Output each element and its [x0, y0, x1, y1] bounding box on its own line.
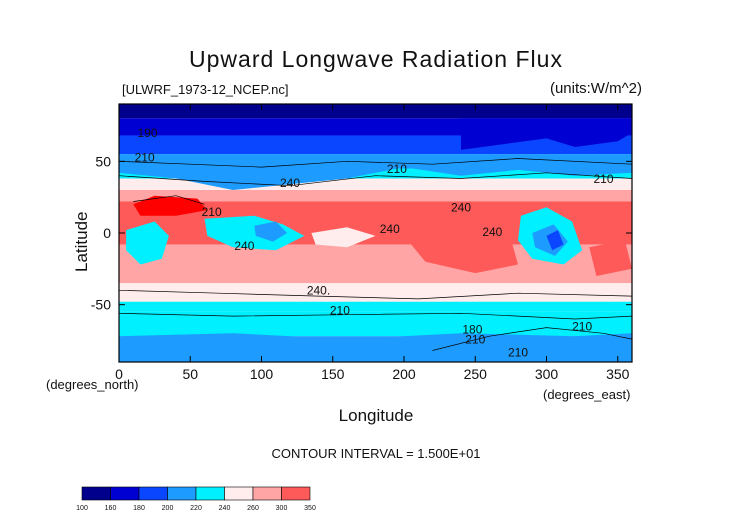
x-axis-unit: (degrees_east) [543, 387, 631, 402]
contour-label-11: 210 [330, 304, 350, 318]
x-tick-label-350: 350 [606, 366, 630, 382]
colorbar-label-200: 200 [162, 505, 174, 512]
y-axis-title: Latitude [72, 211, 91, 273]
contour-label-13: 210 [572, 319, 592, 333]
x-tick-label-0: 0 [115, 366, 123, 382]
colorbar-label-300: 300 [276, 505, 288, 512]
field-north-200 [119, 154, 632, 190]
contour-label-9: 240 [482, 225, 502, 239]
colorbar-swatch-220 [195, 486, 225, 501]
x-tick-label-300: 300 [535, 366, 559, 382]
lat-band-5 [119, 178, 632, 190]
x-axis-title: Longitude [338, 406, 414, 425]
contour-line-hot [133, 195, 205, 205]
field-hot-sahara [133, 195, 208, 216]
colorbar-label-180: 180 [133, 505, 145, 512]
x-tick-label-150: 150 [321, 366, 345, 382]
x-tick-label-250: 250 [464, 366, 488, 382]
colorbar-swatch-180 [138, 486, 168, 501]
y-tick-label--50: -50 [91, 297, 111, 313]
y-tick-label-50: 50 [95, 153, 111, 169]
colorbar-label-160: 160 [105, 505, 117, 512]
field-colder-indian [254, 221, 288, 242]
contour-line-s240 [119, 289, 632, 300]
contour-label-2: 190 [137, 126, 157, 140]
lat-band-9 [119, 264, 632, 284]
x-tick-label-200: 200 [392, 366, 416, 382]
heatmap-field [119, 104, 632, 362]
chart-title: Upward Longwave Radiation Flux [189, 46, 563, 72]
colorbar-label-100: 100 [76, 505, 88, 512]
lat-band-6 [119, 190, 632, 202]
colorbar-label-220: 220 [190, 505, 202, 512]
x-tick-label-50: 50 [182, 366, 198, 382]
lat-band-12 [119, 311, 632, 337]
contour-label-4: 210 [593, 172, 613, 186]
field-hot-atlantic [589, 240, 632, 276]
contour-label-7: 240 [234, 239, 254, 253]
contour-label-6: 210 [202, 205, 222, 219]
field-south-200 [119, 333, 632, 362]
contour-label-1: 210 [135, 150, 155, 164]
field-cold-africa [126, 221, 169, 265]
colorbar-swatch-240 [224, 486, 254, 501]
units-label: (units:W/m^2) [549, 80, 642, 97]
colorbar-swatch-200 [167, 486, 197, 501]
lat-band-4 [119, 168, 632, 179]
colorbar-label-260: 260 [247, 505, 259, 512]
contour-label-12: 210 [465, 332, 485, 346]
colorbar-label-350: 350 [304, 505, 316, 512]
source-file-label: [ULWRF_1973-12_NCEP.nc] [122, 82, 289, 97]
field-hot-pacific [404, 227, 518, 274]
field-warm-mid [311, 227, 376, 248]
y-axis-unit: (degrees_north) [46, 377, 139, 392]
field-south-240 [119, 283, 632, 302]
field-coldest-amazon [546, 230, 564, 251]
contour-label-3: 210 [387, 162, 407, 176]
contour-line-s180 [432, 327, 632, 351]
colorbar-label-240: 240 [219, 505, 231, 512]
contour-label-8: 240 [380, 222, 400, 236]
contour-label-5: 240 [451, 201, 471, 215]
colorbar-swatch-300 [281, 486, 311, 501]
contour-label-10: 240. [307, 284, 330, 298]
colorbar-swatch-100 [81, 486, 111, 501]
contour-line-n210 [119, 158, 632, 168]
contour-interval-label: CONTOUR INTERVAL = 1.500E+01 [271, 446, 481, 461]
contour-line-n240 [119, 172, 632, 187]
colorbar-swatch-260 [252, 486, 282, 501]
field-north-160 [461, 118, 632, 150]
x-tick-label-100: 100 [250, 366, 274, 382]
y-tick-label-0: 0 [103, 225, 111, 241]
contour-label-14: 210 [508, 345, 528, 359]
field-cold-indian [204, 215, 305, 251]
contour-label-0: 240 [280, 176, 300, 190]
contour-label-15: 180 [462, 322, 482, 336]
colorbar-swatch-160 [110, 486, 140, 501]
contour-line-s210 [119, 312, 632, 320]
lat-band-0 [119, 104, 632, 119]
